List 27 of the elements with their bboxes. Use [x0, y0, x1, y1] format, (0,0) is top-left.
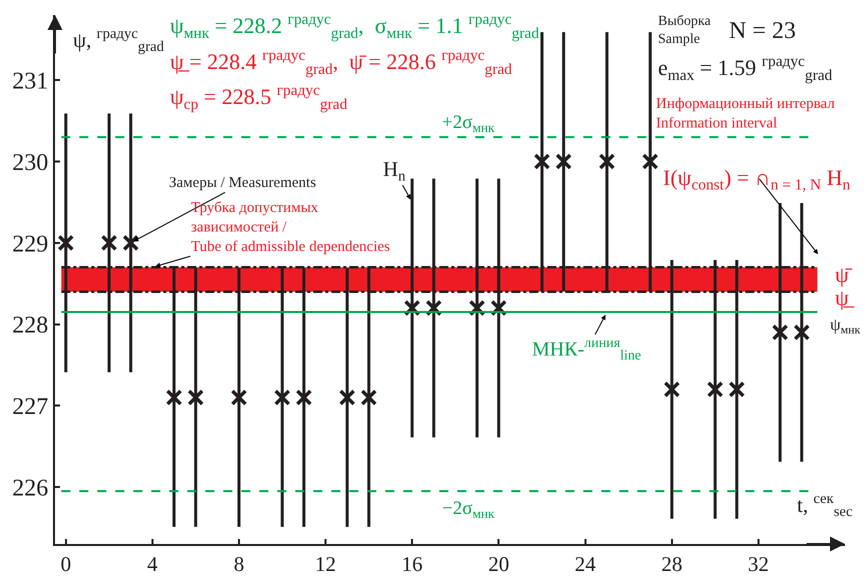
x-tick-label: 28	[661, 552, 682, 576]
x-tick-label: 8	[234, 552, 244, 576]
y-tick-label: 230	[12, 150, 48, 176]
x-tick-label: 16	[402, 552, 423, 576]
x-tick-label: 4	[147, 552, 158, 576]
y-tick-label: 227	[12, 394, 48, 420]
annotation: ψ̲	[835, 285, 855, 310]
x-tick-label: 12	[315, 552, 336, 576]
x-tick-label: 24	[574, 552, 596, 576]
ref-line-label: ψ$_{мнк}$	[830, 315, 861, 337]
annotation: ψ̄	[835, 262, 853, 287]
x-tick-label: 20	[488, 552, 510, 576]
annotation: N = 23	[729, 18, 796, 44]
annotation: H$_{n}$	[383, 157, 406, 184]
x-tick-label: 0	[60, 552, 72, 576]
y-tick-label: 229	[12, 231, 48, 258]
ref-line-label: +2σ$_{мнк}$	[442, 112, 495, 135]
ref-line-label: −2σ$_{мнк}$	[442, 498, 495, 521]
y-tick-label: 231	[12, 68, 48, 95]
annotation: Выборка Sample	[658, 14, 712, 48]
annotation: Информационный интервал Information interval	[656, 96, 836, 132]
y-tick-label: 226	[12, 475, 48, 502]
annotation: Замеры / Measurements	[169, 175, 316, 191]
annotation: I(ψ$_{const}$) = ∩$_{n = 1, N}$ H$_{n}$	[663, 165, 851, 194]
y-tick-label: 228	[12, 312, 48, 339]
x-tick-label: 32	[748, 552, 769, 576]
annotation: Трубка допустимых зависимостей / Tube of admissible dependencies	[191, 200, 390, 255]
